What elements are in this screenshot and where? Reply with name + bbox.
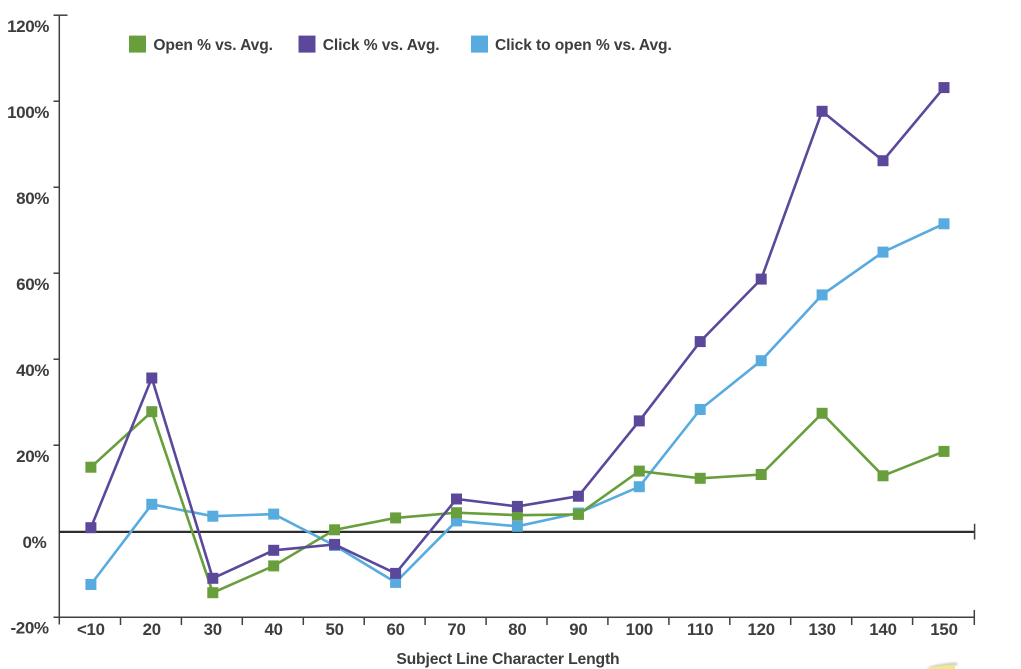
- svg-text:80%: 80%: [16, 189, 49, 208]
- svg-text:20%: 20%: [16, 447, 49, 466]
- svg-text:120%: 120%: [7, 17, 49, 36]
- svg-text:-20%: -20%: [11, 618, 49, 637]
- svg-text:70: 70: [447, 620, 465, 639]
- svg-text:20: 20: [143, 620, 161, 639]
- svg-text:40: 40: [265, 620, 283, 639]
- svg-text:0%: 0%: [23, 533, 47, 552]
- svg-text:110: 110: [687, 620, 713, 639]
- svg-text:80: 80: [508, 620, 526, 639]
- svg-text:60%: 60%: [16, 275, 49, 294]
- svg-text:150: 150: [930, 620, 957, 639]
- svg-text:60: 60: [386, 620, 404, 639]
- svg-text:Click to open % vs. Avg.: Click to open % vs. Avg.: [495, 37, 672, 54]
- svg-text:30: 30: [204, 620, 222, 639]
- svg-text:<10: <10: [77, 620, 105, 639]
- svg-text:90: 90: [569, 620, 587, 639]
- svg-text:Click % vs. Avg.: Click % vs. Avg.: [323, 37, 440, 54]
- svg-text:Open % vs. Avg.: Open % vs. Avg.: [153, 37, 273, 54]
- svg-text:40%: 40%: [16, 361, 49, 380]
- svg-text:130: 130: [808, 620, 835, 639]
- svg-text:120: 120: [747, 620, 774, 639]
- svg-text:50: 50: [325, 620, 343, 639]
- svg-text:Subject Line Character Length: Subject Line Character Length: [396, 651, 619, 668]
- svg-text:100%: 100%: [7, 103, 49, 122]
- svg-text:100: 100: [626, 620, 653, 639]
- svg-text:140: 140: [869, 620, 896, 639]
